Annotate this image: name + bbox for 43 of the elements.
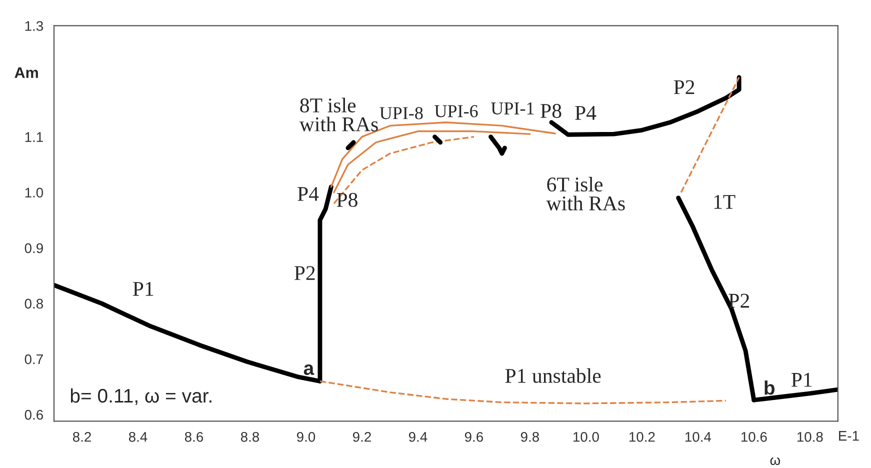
annotation: P8 <box>336 192 358 207</box>
annotation: P1 <box>132 282 154 296</box>
y-tick-label: 0.6 <box>24 410 43 420</box>
annotation: b <box>764 380 775 395</box>
annotation: 6T isle with RAs <box>546 176 625 210</box>
y-tick-label: 1.1 <box>25 132 43 142</box>
y-tick-label: 0.9 <box>24 243 43 254</box>
annotation: P1 unstable <box>505 368 601 383</box>
annotation: P4 <box>298 187 319 201</box>
x-tick-label: 10.4 <box>685 432 712 442</box>
x-tick-label: 9.4 <box>408 432 428 442</box>
y-tick-label: 1.0 <box>25 188 44 198</box>
x-tick-label: 10.6 <box>741 432 767 442</box>
annotation: UPI-1 <box>491 102 534 114</box>
y-tick-label: 1.3 <box>25 21 43 31</box>
annotation: UPI-8 <box>380 107 423 120</box>
x-tick-label: 9.0 <box>296 432 316 442</box>
x-tick-label: 9.8 <box>520 432 539 442</box>
annotation: P8 <box>540 104 562 118</box>
annotation: UPI-6 <box>434 105 478 118</box>
annotation: 8T isle with RAs <box>299 98 378 132</box>
x-tick-label: 8.6 <box>184 432 204 442</box>
annotation: a <box>304 364 314 376</box>
x-tick-label: 8.8 <box>240 432 260 442</box>
annotation: P2 <box>294 266 315 280</box>
x-tick-label: 9.2 <box>352 432 371 442</box>
x-tick-label: 8.4 <box>128 432 148 442</box>
annotation: 1T <box>714 194 736 209</box>
annotation: b= 0.11, ω = var. <box>70 388 212 405</box>
annotation: P2 <box>674 80 694 94</box>
y-tick-label: 0.7 <box>24 354 43 364</box>
x-tick-label: 9.6 <box>464 432 483 442</box>
x-tick-label: 10.2 <box>629 432 655 442</box>
annotation: P1 <box>791 372 812 387</box>
x-tick-label: 10.0 <box>573 432 599 442</box>
y-tick-label: 0.8 <box>24 298 43 309</box>
x-tick-label: 10.8 <box>797 432 823 442</box>
annotation: P4 <box>575 106 596 120</box>
text: E-1 <box>839 431 859 441</box>
x-axis-title: ω <box>770 457 780 466</box>
annotation: P2 <box>728 294 750 308</box>
y-axis-title: Am <box>14 67 38 78</box>
x-tick-label: 8.2 <box>72 432 91 442</box>
